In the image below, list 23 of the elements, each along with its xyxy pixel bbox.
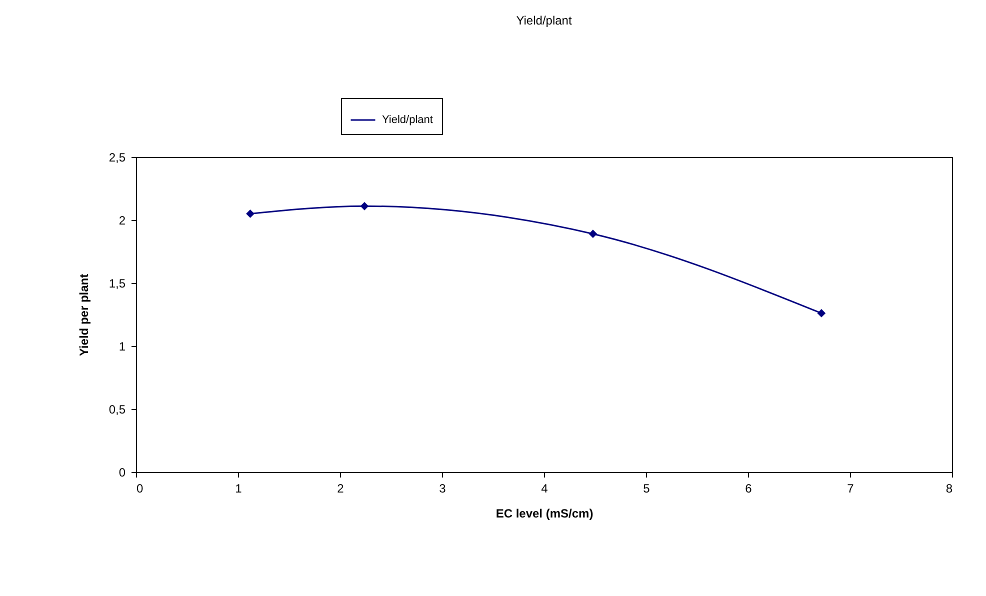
x-tick-label: 0 [136, 482, 144, 496]
chart-title: Yield/plant [516, 14, 572, 28]
x-tick-label: 4 [541, 482, 548, 496]
x-tick-label: 2 [337, 482, 344, 496]
y-axis-title: Yield per plant [76, 274, 91, 356]
legend-label: Yield/plant [382, 114, 433, 126]
y-tick-label: 0,5 [108, 402, 126, 416]
x-axis-title: EC level (mS/cm) [496, 506, 594, 520]
point [246, 210, 254, 218]
x-tick-label: 1 [235, 482, 242, 496]
y-tick-label: 1 [118, 340, 126, 354]
y-tick-label: 2 [118, 214, 126, 228]
x-tick-label: 3 [439, 482, 446, 496]
x-tick-label: 5 [643, 482, 650, 496]
x-tick-label: 8 [946, 482, 953, 496]
point [588, 230, 598, 238]
y-tick-label: 1,5 [108, 276, 126, 290]
point [360, 202, 369, 210]
x-tick-label: 6 [745, 482, 752, 496]
point [817, 309, 826, 318]
y-tick-label: 0 [118, 466, 126, 480]
x-tick-label: 7 [847, 482, 854, 496]
y-tick-label: 2,5 [108, 150, 126, 164]
